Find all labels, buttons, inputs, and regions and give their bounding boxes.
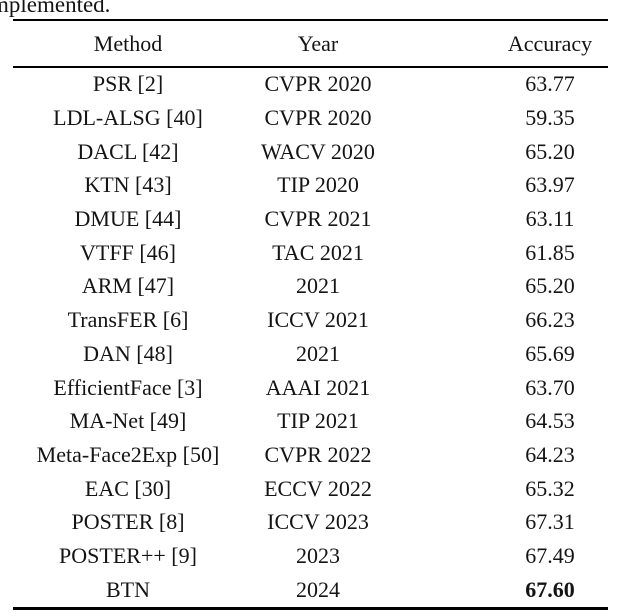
table-row: VTFF [46] TAC 2021 61.85 (13, 236, 608, 270)
caption-fragment: mplemented. (0, 0, 111, 17)
year-cell: CVPR 2020 (264, 105, 372, 131)
method-cell: EAC [30] (84, 475, 172, 501)
method-cell: VTFF [46] (80, 239, 176, 265)
table-body: PSR [2] CVPR 2020 63.77 LDL-ALSG [40] CV… (13, 68, 608, 607)
table-row: DAN [48] 2021 65.69 (13, 337, 608, 371)
year-cell: 2023 (296, 542, 340, 568)
year-cell: CVPR 2022 (264, 441, 372, 467)
method-cell: TransFER [6] (67, 307, 189, 333)
accuracy-cell: 63.70 (525, 374, 575, 400)
year-cell: TIP 2020 (277, 172, 359, 198)
table-bottom-rule (13, 606, 608, 610)
accuracy-cell: 63.77 (525, 71, 575, 97)
year-cell: 2021 (296, 273, 340, 299)
year-cell: TIP 2021 (277, 408, 359, 434)
year-cell: ICCV 2021 (267, 307, 369, 333)
column-header-method: Method (93, 30, 163, 56)
year-cell: 2021 (296, 340, 340, 366)
table-row: DACL [42] WACV 2020 65.20 (13, 135, 608, 169)
column-header-year: Year (297, 30, 339, 56)
table-row: POSTER [8] ICCV 2023 67.31 (13, 505, 608, 539)
accuracy-cell: 67.60 (525, 576, 575, 602)
method-cell: PSR [2] (92, 71, 164, 97)
table-row: KTN [43] TIP 2020 63.97 (13, 169, 608, 203)
method-cell: Meta-Face2Exp [50] (36, 441, 220, 467)
year-cell: AAAI 2021 (265, 374, 371, 400)
table-row: ARM [47] 2021 65.20 (13, 270, 608, 304)
table-row: EAC [30] ECCV 2022 65.32 (13, 472, 608, 506)
table-top-rule (13, 19, 608, 21)
table-row: BTN 2024 67.60 (13, 573, 608, 607)
method-cell: POSTER [8] (71, 509, 185, 535)
column-header-accuracy: Accuracy (507, 30, 593, 56)
year-cell: CVPR 2021 (264, 206, 372, 232)
table-row: DMUE [44] CVPR 2021 63.11 (13, 202, 608, 236)
accuracy-cell: 65.20 (525, 273, 575, 299)
year-cell: ICCV 2023 (267, 509, 369, 535)
method-cell: ARM [47] (81, 273, 175, 299)
method-cell: KTN [43] (84, 172, 172, 198)
year-cell: TAC 2021 (272, 239, 364, 265)
table-mid-rule (13, 66, 608, 68)
accuracy-cell: 67.31 (525, 509, 575, 535)
method-cell: POSTER++ [9] (59, 542, 197, 568)
table-header-row: Method Year Accuracy (13, 21, 608, 66)
table-row: LDL-ALSG [40] CVPR 2020 59.35 (13, 101, 608, 135)
table-row: MA-Net [49] TIP 2021 64.53 (13, 404, 608, 438)
accuracy-cell: 61.85 (525, 239, 575, 265)
table-row: EfficientFace [3] AAAI 2021 63.70 (13, 371, 608, 405)
method-cell: DAN [48] (83, 340, 173, 366)
table-row: PSR [2] CVPR 2020 63.77 (13, 68, 608, 102)
year-cell: WACV 2020 (261, 138, 375, 164)
accuracy-cell: 65.69 (525, 340, 575, 366)
table-row: POSTER++ [9] 2023 67.49 (13, 539, 608, 573)
accuracy-cell: 63.11 (525, 206, 575, 232)
table-row: TransFER [6] ICCV 2021 66.23 (13, 303, 608, 337)
year-cell: 2024 (296, 576, 340, 602)
year-cell: ECCV 2022 (264, 475, 372, 501)
results-table: Method Year Accuracy PSR [2] CVPR 2020 6… (13, 19, 608, 610)
method-cell: BTN (106, 576, 150, 602)
accuracy-cell: 64.53 (525, 408, 575, 434)
method-cell: DMUE [44] (74, 206, 182, 232)
method-cell: LDL-ALSG [40] (53, 105, 203, 131)
accuracy-cell: 66.23 (525, 307, 575, 333)
accuracy-cell: 59.35 (525, 105, 575, 131)
method-cell: EfficientFace [3] (53, 374, 203, 400)
method-cell: MA-Net [49] (69, 408, 187, 434)
accuracy-cell: 67.49 (525, 542, 575, 568)
table-row: Meta-Face2Exp [50] CVPR 2022 64.23 (13, 438, 608, 472)
accuracy-cell: 64.23 (525, 441, 575, 467)
accuracy-cell: 65.32 (525, 475, 575, 501)
method-cell: DACL [42] (77, 138, 179, 164)
year-cell: CVPR 2020 (264, 71, 372, 97)
accuracy-cell: 65.20 (525, 138, 575, 164)
accuracy-cell: 63.97 (525, 172, 575, 198)
